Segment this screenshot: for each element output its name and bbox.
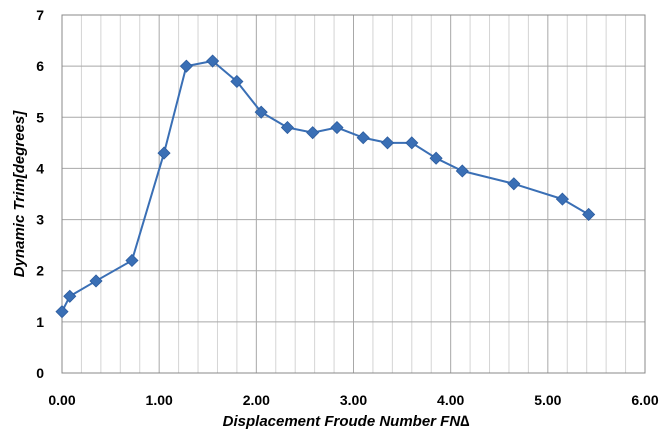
data-point-marker: [280, 120, 294, 135]
x-tick-label: 5.00: [534, 392, 561, 408]
data-point-marker: [380, 136, 395, 150]
y-tick-label: 6: [36, 58, 44, 74]
data-point-marker: [230, 74, 244, 89]
data-point-marker: [157, 146, 171, 160]
data-point-marker: [55, 305, 69, 319]
x-tick-label: 4.00: [437, 392, 464, 408]
data-point-marker: [555, 192, 569, 206]
data-point-marker: [89, 274, 103, 288]
data-point-marker: [582, 207, 596, 222]
data-point-marker: [429, 151, 443, 165]
y-tick-label: 7: [36, 7, 44, 23]
data-point-marker: [306, 126, 320, 140]
data-point-marker: [179, 59, 193, 73]
plot-area-frame: [61, 14, 646, 374]
data-point-marker: [405, 136, 419, 150]
y-tick-label: 4: [36, 160, 44, 176]
x-tick-label: 1.00: [146, 392, 173, 408]
x-axis-ticks: 0.00 1.00 2.00 3.00 4.00 5.00 6.00: [48, 392, 658, 408]
x-tick-label: 3.00: [340, 392, 367, 408]
data-point-marker: [455, 164, 469, 178]
major-grid: [62, 15, 645, 373]
x-tick-label: 2.00: [243, 392, 270, 408]
data-point-marker: [63, 289, 77, 303]
x-tick-label: 0.00: [48, 392, 75, 408]
data-point-marker: [330, 120, 344, 135]
data-point-marker: [254, 105, 268, 119]
series-line: [61, 60, 590, 313]
y-tick-label: 3: [36, 212, 44, 228]
y-tick-label: 0: [36, 365, 44, 381]
data-point-marker: [206, 54, 220, 68]
minor-grid: [80, 15, 627, 373]
y-tick-label: 2: [36, 263, 44, 279]
data-point-marker: [125, 253, 139, 268]
y-axis-ticks: 0 1 2 3 4 5 6 7: [36, 7, 44, 381]
y-tick-label: 5: [36, 109, 44, 125]
y-tick-label: 1: [36, 314, 44, 330]
data-point-marker: [356, 131, 370, 145]
data-point-marker: [507, 177, 521, 191]
y-axis-title: Dynamic Trim[degrees]: [11, 110, 28, 277]
x-axis-title: Displacement Froude Number FN∆: [223, 413, 470, 430]
x-tick-label: 6.00: [631, 392, 658, 408]
series-layer: [55, 54, 596, 319]
